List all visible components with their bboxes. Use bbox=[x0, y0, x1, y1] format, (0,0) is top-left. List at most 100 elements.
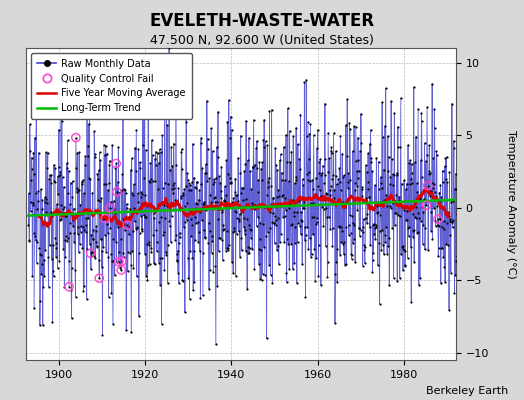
Point bbox=[31, 237, 40, 244]
Point bbox=[62, 160, 71, 166]
Point bbox=[163, 203, 171, 209]
Point bbox=[357, 139, 365, 146]
Point bbox=[365, 194, 373, 201]
Point bbox=[335, 165, 343, 171]
Point bbox=[387, 98, 395, 104]
Point bbox=[114, 144, 123, 150]
Point bbox=[180, 224, 188, 230]
Point bbox=[210, 195, 218, 201]
Point bbox=[235, 211, 244, 217]
Point bbox=[263, 142, 271, 148]
Point bbox=[112, 238, 120, 245]
Point bbox=[328, 176, 336, 182]
Point bbox=[53, 265, 62, 271]
Point bbox=[290, 213, 298, 219]
Point bbox=[235, 218, 244, 224]
Point bbox=[280, 239, 288, 246]
Point bbox=[282, 279, 291, 285]
Point bbox=[171, 236, 179, 243]
Point bbox=[348, 213, 356, 220]
Point bbox=[176, 234, 184, 240]
Point bbox=[439, 179, 447, 185]
Point bbox=[101, 215, 110, 222]
Point bbox=[168, 162, 177, 169]
Point bbox=[368, 268, 377, 275]
Point bbox=[262, 233, 270, 240]
Point bbox=[313, 214, 322, 221]
Point bbox=[229, 270, 237, 277]
Point bbox=[48, 256, 56, 262]
Point bbox=[126, 250, 134, 256]
Point bbox=[69, 178, 77, 184]
Point bbox=[119, 115, 127, 121]
Point bbox=[316, 282, 325, 288]
Point bbox=[422, 152, 431, 158]
Point bbox=[443, 220, 451, 226]
Point bbox=[185, 187, 193, 193]
Point bbox=[347, 255, 356, 262]
Point bbox=[126, 206, 134, 212]
Point bbox=[308, 251, 316, 258]
Point bbox=[446, 269, 455, 276]
Point bbox=[57, 110, 66, 117]
Point bbox=[141, 250, 149, 257]
Point bbox=[264, 229, 272, 235]
Point bbox=[393, 278, 401, 284]
Point bbox=[48, 318, 57, 325]
Point bbox=[116, 265, 124, 271]
Point bbox=[369, 250, 378, 256]
Point bbox=[222, 248, 230, 254]
Point bbox=[59, 184, 68, 190]
Point bbox=[379, 133, 387, 140]
Point bbox=[409, 234, 417, 240]
Point bbox=[388, 200, 397, 206]
Point bbox=[33, 206, 41, 213]
Point bbox=[139, 142, 147, 148]
Point bbox=[182, 217, 191, 223]
Point bbox=[127, 329, 136, 336]
Point bbox=[43, 165, 52, 171]
Point bbox=[191, 214, 199, 220]
Point bbox=[75, 186, 84, 193]
Point bbox=[288, 196, 297, 203]
Point bbox=[301, 294, 310, 300]
Point bbox=[177, 148, 185, 155]
Point bbox=[104, 294, 113, 300]
Point bbox=[239, 215, 248, 222]
Point bbox=[248, 246, 256, 252]
Point bbox=[325, 187, 334, 194]
Point bbox=[322, 205, 330, 212]
Point bbox=[70, 238, 78, 245]
Point bbox=[243, 286, 252, 292]
Point bbox=[198, 165, 206, 171]
Point bbox=[197, 180, 205, 187]
Point bbox=[128, 228, 137, 234]
Point bbox=[121, 187, 129, 194]
Point bbox=[242, 118, 250, 124]
Point bbox=[190, 184, 199, 190]
Point bbox=[233, 192, 242, 199]
Point bbox=[207, 125, 215, 132]
Point bbox=[350, 222, 358, 228]
Point bbox=[429, 181, 438, 187]
Point bbox=[39, 321, 47, 328]
Point bbox=[150, 215, 158, 221]
Point bbox=[62, 212, 70, 219]
Point bbox=[427, 187, 435, 194]
Point bbox=[399, 267, 407, 274]
Point bbox=[454, 220, 463, 226]
Point bbox=[166, 200, 174, 206]
Point bbox=[277, 151, 285, 157]
Point bbox=[217, 195, 225, 202]
Point bbox=[185, 182, 194, 188]
Point bbox=[302, 133, 311, 139]
Point bbox=[199, 201, 207, 207]
Point bbox=[47, 172, 56, 178]
Point bbox=[29, 149, 38, 156]
Point bbox=[211, 199, 220, 206]
Point bbox=[159, 232, 168, 238]
Point bbox=[296, 223, 304, 230]
Point bbox=[215, 173, 223, 179]
Point bbox=[446, 216, 454, 222]
Point bbox=[366, 127, 375, 133]
